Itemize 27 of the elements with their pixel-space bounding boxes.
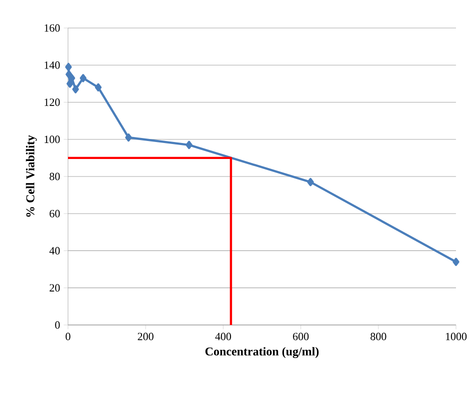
y-tick-label: 100 <box>44 136 60 144</box>
y-tick-label: 20 <box>50 284 60 292</box>
y-tick-label: 0 <box>55 321 60 329</box>
point <box>307 178 314 186</box>
x-axis-title: Concentration (ug/ml) <box>205 347 319 358</box>
point <box>72 85 79 94</box>
y-tick-label: 80 <box>50 172 60 180</box>
x-tick-label: 600 <box>293 332 309 340</box>
x-tick-label: 800 <box>370 332 386 340</box>
point <box>94 83 102 92</box>
point <box>125 133 132 142</box>
point <box>452 258 460 266</box>
y-tick-label: 120 <box>44 98 60 106</box>
point <box>80 74 86 82</box>
x-tick-label: 400 <box>215 332 232 340</box>
y-tick-label: 60 <box>50 210 60 218</box>
y-axis-title: % Cell Viability <box>26 135 37 217</box>
x-tick-label: 1000 <box>446 332 467 340</box>
y-tick-label: 160 <box>44 24 60 32</box>
point <box>65 62 72 72</box>
y-tick-label: 140 <box>44 61 60 69</box>
y-tick-label: 40 <box>49 247 60 254</box>
x-tick-label: 200 <box>138 332 154 340</box>
point <box>66 70 72 78</box>
x-tick-label: 0 <box>66 332 70 340</box>
point <box>66 80 74 88</box>
point <box>186 140 192 150</box>
